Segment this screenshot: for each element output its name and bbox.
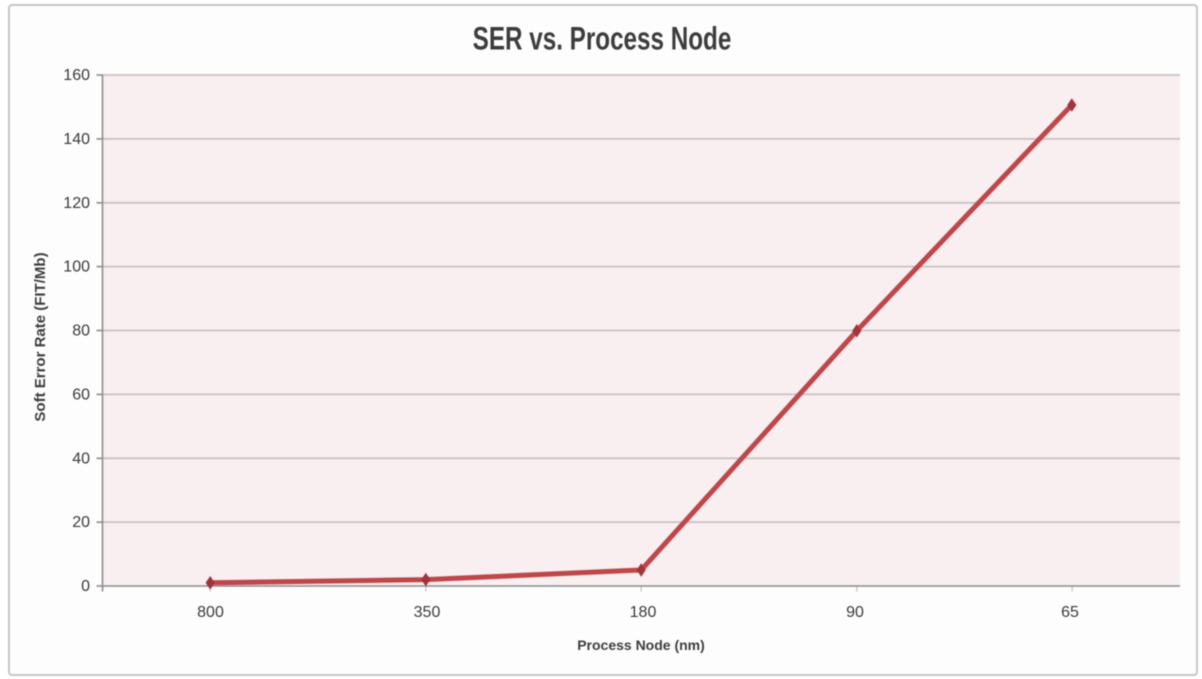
svg-text:140: 140: [63, 131, 90, 148]
svg-text:Process Node (nm): Process Node (nm): [577, 637, 705, 653]
svg-text:Soft Error Rate (FIT/Mb): Soft Error Rate (FIT/Mb): [32, 252, 49, 421]
svg-text:120: 120: [63, 195, 90, 212]
svg-text:20: 20: [72, 514, 90, 531]
svg-text:90: 90: [846, 604, 864, 621]
svg-text:80: 80: [72, 323, 90, 340]
svg-text:SER vs. Process Node: SER vs. Process Node: [473, 21, 732, 57]
svg-text:0: 0: [81, 578, 90, 595]
svg-text:60: 60: [72, 386, 90, 403]
svg-text:40: 40: [72, 450, 90, 467]
svg-text:350: 350: [414, 604, 441, 621]
svg-text:160: 160: [63, 67, 90, 84]
svg-text:180: 180: [630, 604, 657, 621]
svg-text:800: 800: [197, 604, 224, 621]
svg-text:100: 100: [63, 259, 90, 276]
svg-text:65: 65: [1061, 604, 1079, 621]
